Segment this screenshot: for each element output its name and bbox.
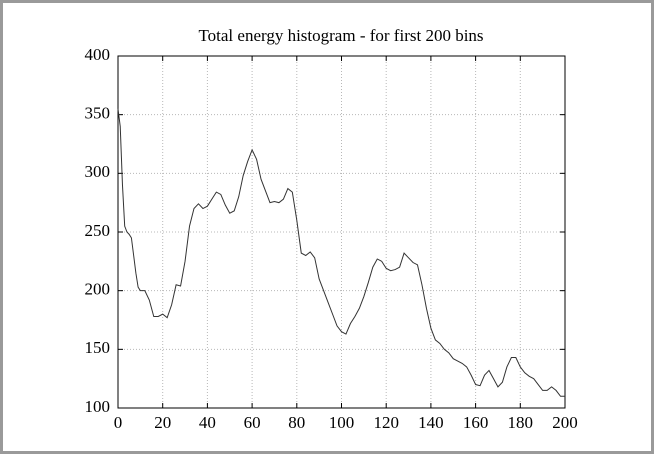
x-tick-label: 180	[508, 413, 534, 432]
x-tick-label: 80	[288, 413, 305, 432]
data-line	[117, 108, 565, 397]
x-tick-label: 140	[418, 413, 444, 432]
x-tick-label: 40	[199, 413, 216, 432]
x-tick-label: 200	[552, 413, 578, 432]
y-tick-label: 400	[85, 45, 111, 64]
x-tick-label: 60	[244, 413, 261, 432]
x-tick-label: 20	[154, 413, 171, 432]
x-tick-label: 0	[114, 413, 123, 432]
x-tick-label: 100	[329, 413, 355, 432]
y-tick-label: 150	[85, 338, 111, 357]
y-tick-label: 100	[85, 397, 111, 416]
x-tick-label: 120	[373, 413, 399, 432]
y-tick-label: 200	[85, 280, 111, 299]
y-tick-label: 250	[85, 221, 111, 240]
x-tick-label: 160	[463, 413, 489, 432]
y-tick-label: 350	[85, 104, 111, 123]
chart-title: Total energy histogram - for first 200 b…	[198, 26, 483, 45]
plot-border	[117, 55, 566, 409]
y-tick-label: 300	[85, 162, 111, 181]
